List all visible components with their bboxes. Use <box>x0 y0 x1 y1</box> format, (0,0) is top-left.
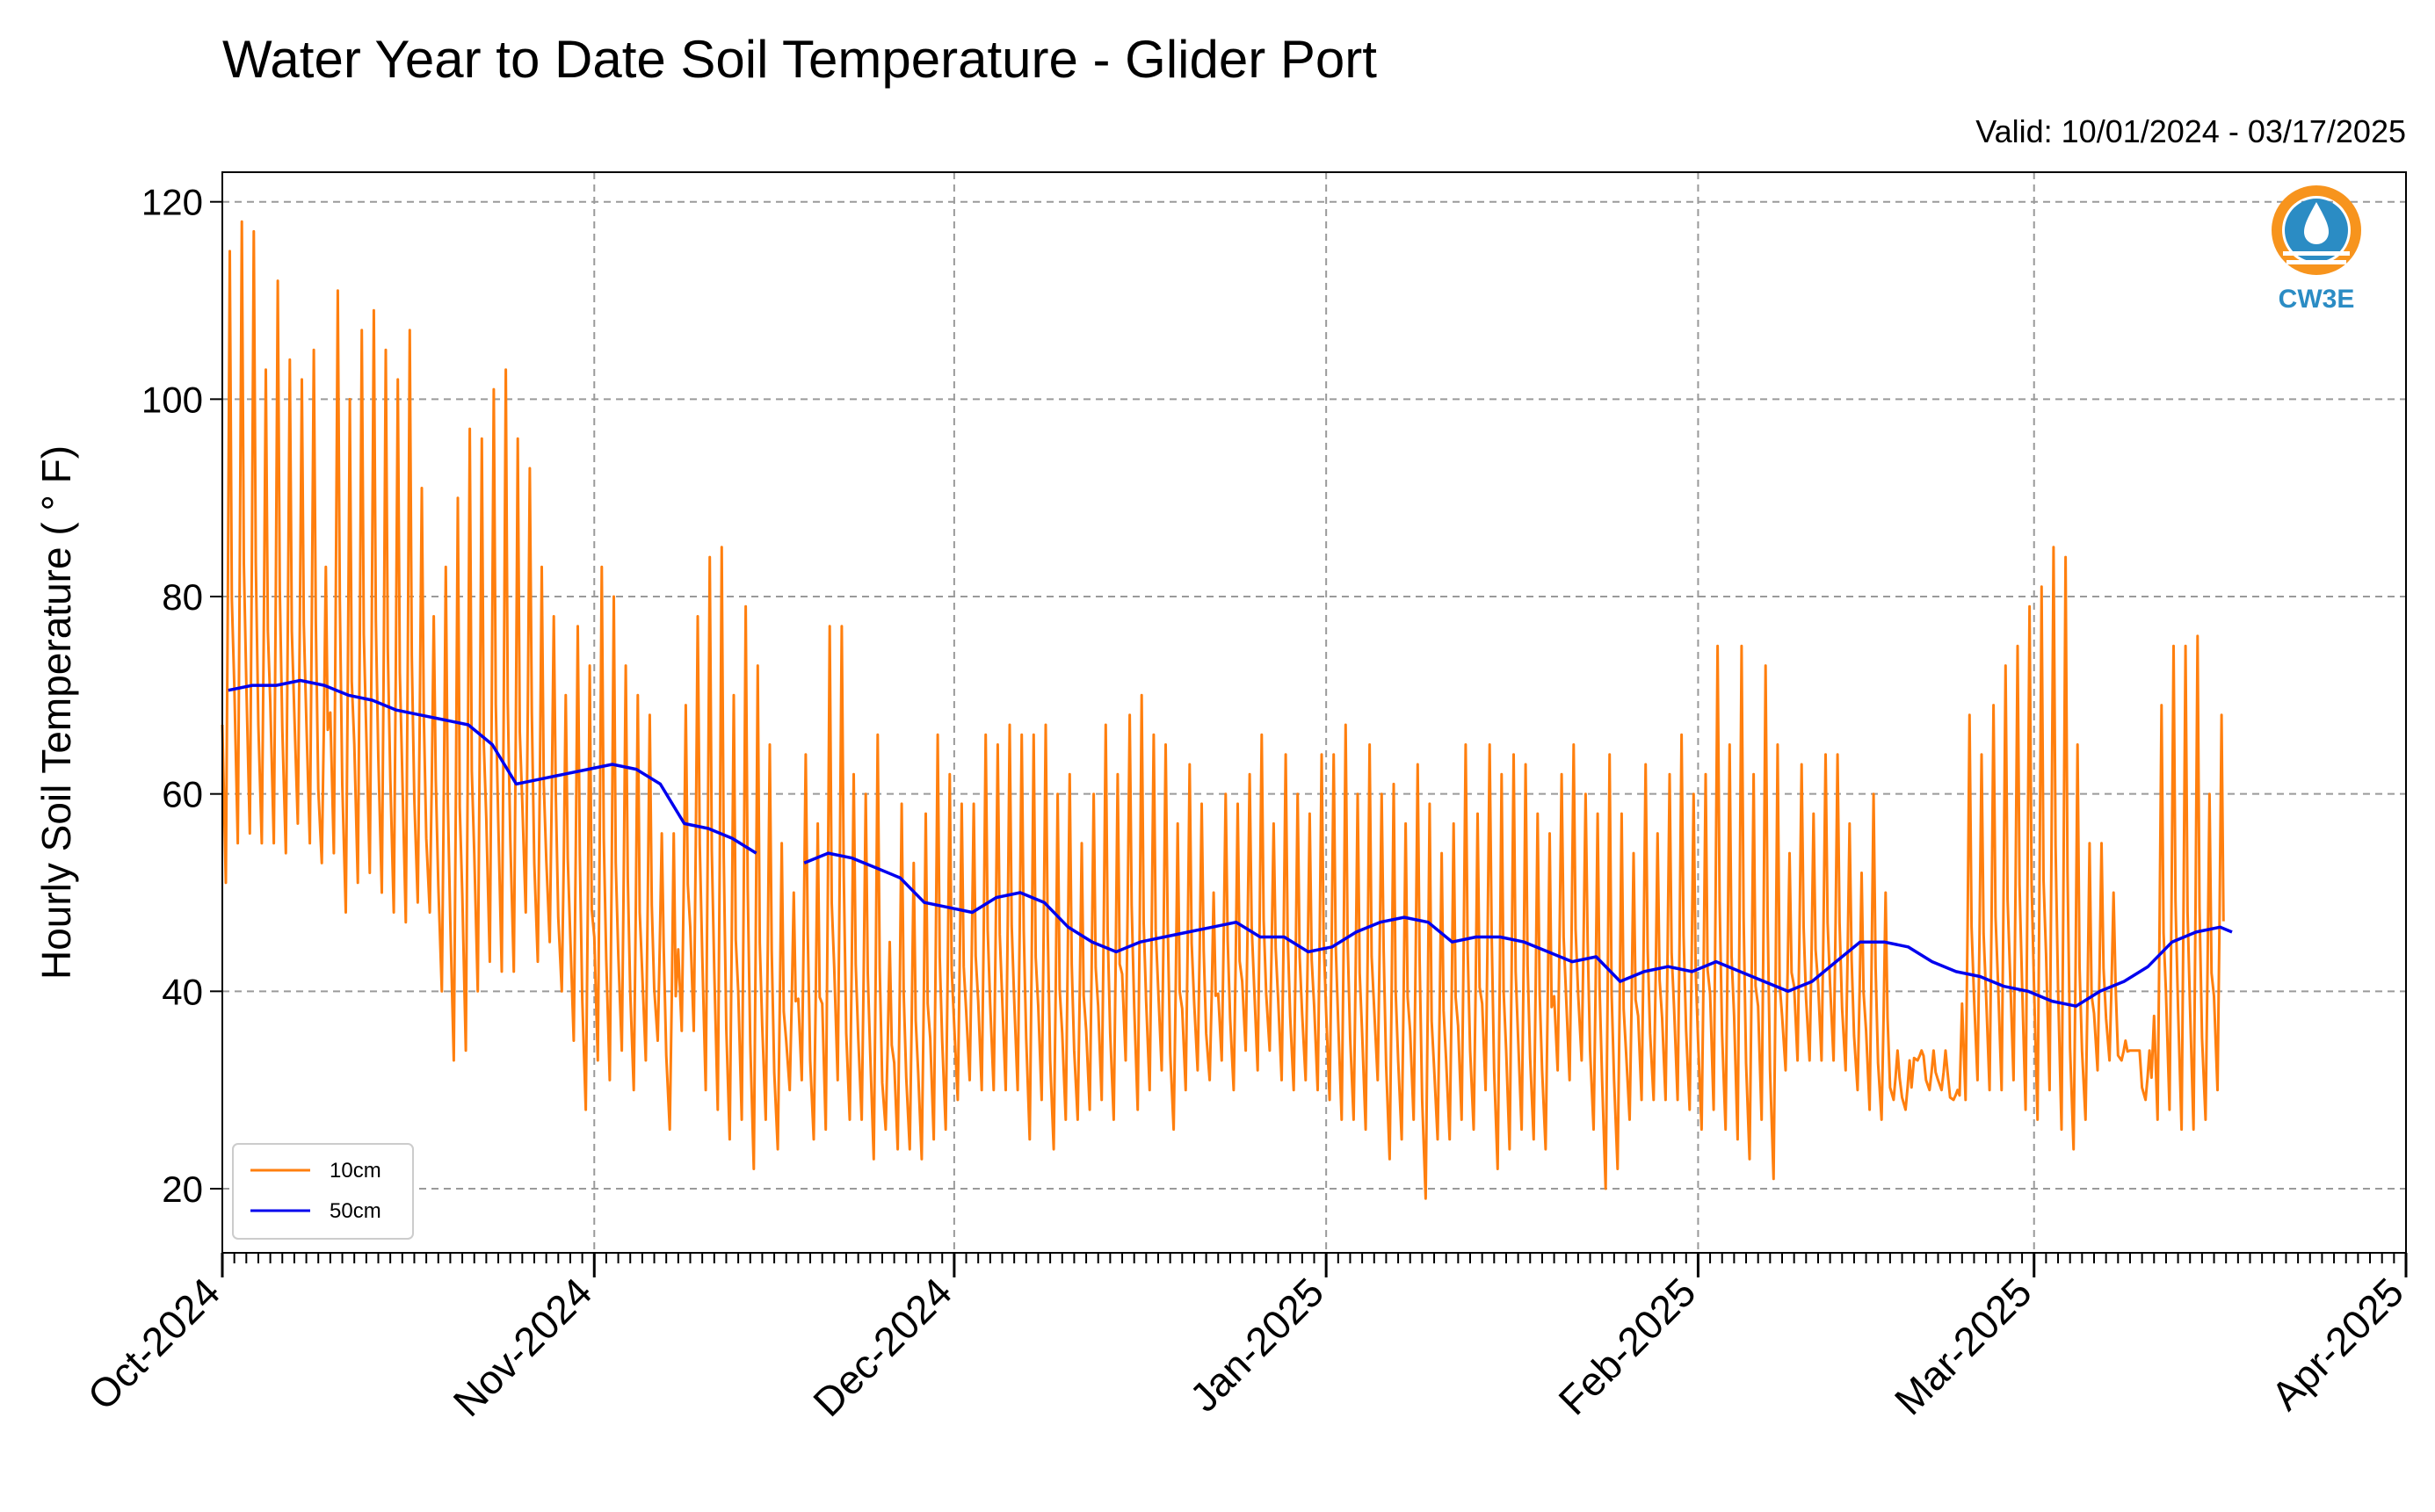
x-axis: Oct-2024 Nov-2024 Dec-2024 Jan-2025 Feb-2025… <box>79 1253 2412 1425</box>
y-tick-label: 20 <box>162 1168 203 1210</box>
chart-subtitle: Valid: 10/01/2024 - 03/17/2025 <box>1975 113 2406 149</box>
y-tick-label: 100 <box>141 379 203 420</box>
legend: 10cm 50cm <box>232 1143 414 1240</box>
x-tick-label: Dec-2024 <box>804 1269 960 1425</box>
x-tick-label: Feb-2025 <box>1549 1269 1704 1423</box>
y-tick-label: 60 <box>162 774 203 815</box>
x-tick-label: Oct-2024 <box>79 1269 229 1419</box>
legend-label-50cm: 50cm <box>330 1199 381 1223</box>
x-tick-label: Mar-2025 <box>1886 1269 2040 1423</box>
x-tick-label: Nov-2024 <box>445 1269 601 1425</box>
y-tick-label: 40 <box>162 971 203 1012</box>
series-10cm-line <box>221 220 2225 1200</box>
series-50cm-group <box>228 678 2233 1008</box>
logo-text: CW3E <box>2279 285 2355 314</box>
plot-frame <box>221 171 2407 1254</box>
logo-wave-1 <box>2283 251 2350 256</box>
cw3e-logo: CW3E <box>2272 185 2361 314</box>
y-tick-label: 120 <box>141 182 203 223</box>
series-50cm-line <box>228 678 2233 1008</box>
legend-box <box>232 1143 414 1240</box>
y-tick-label: 80 <box>162 576 203 618</box>
y-axis-label: Hourly Soil Temperature ( ° F) <box>33 445 79 980</box>
x-tick-label: Apr-2025 <box>2262 1269 2412 1419</box>
grid <box>222 172 2406 1253</box>
logo-wave-2 <box>2286 260 2346 264</box>
legend-label-10cm: 10cm <box>330 1159 381 1183</box>
chart-title: Water Year to Date Soil Temperature - Gl… <box>222 30 1377 89</box>
series-10cm-group <box>221 220 2225 1200</box>
y-axis: 20 40 60 80 100 120 <box>141 182 222 1210</box>
water-drop-icon <box>2304 202 2329 244</box>
logo-ring <box>2272 185 2361 275</box>
x-tick-label: Jan-2025 <box>1181 1269 1332 1420</box>
